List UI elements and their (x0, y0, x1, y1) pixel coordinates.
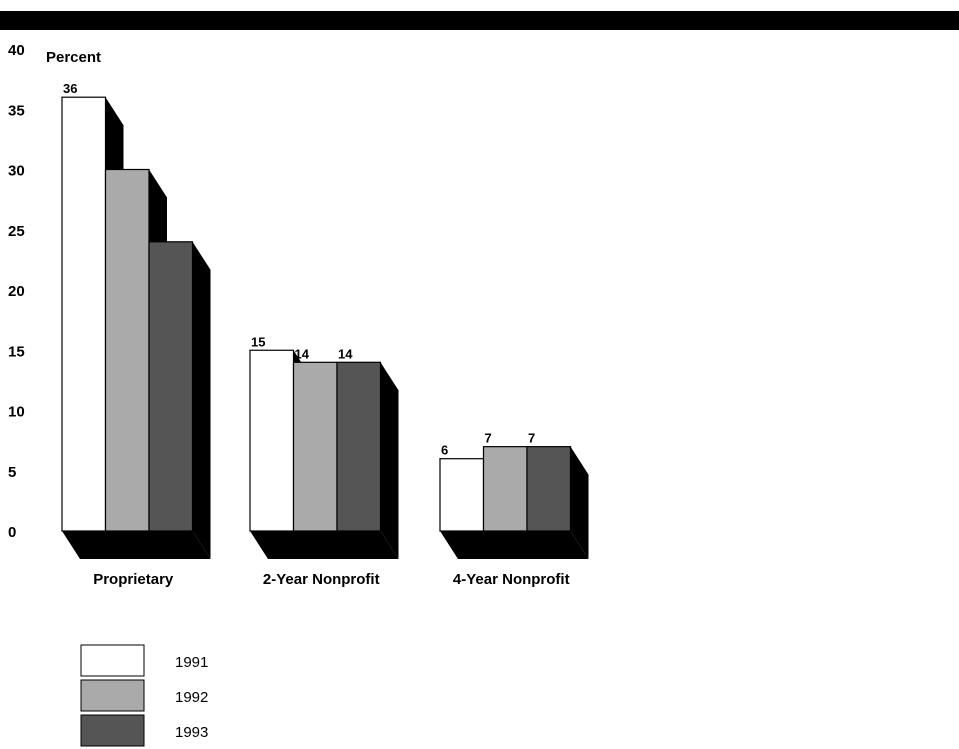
y-axis-label: Percent (46, 49, 101, 66)
legend-swatch-1991 (80, 644, 145, 677)
value-label: 7 (528, 431, 535, 446)
category-label: Proprietary (93, 571, 174, 588)
y-tick-label: 35 (8, 102, 25, 119)
value-label: 7 (485, 431, 492, 446)
bar-1993 (526, 446, 572, 532)
bar-1992 (104, 168, 150, 532)
bar-side-shadow (570, 446, 589, 559)
value-label: 30 (107, 154, 121, 169)
value-label: 15 (251, 334, 265, 349)
legend: 1991 1992 1993 (80, 644, 208, 747)
value-label: 14 (295, 346, 310, 361)
floor-shadow (250, 531, 399, 559)
value-label: 36 (63, 81, 77, 96)
legend-label: 1992 (175, 689, 208, 706)
bars (61, 96, 572, 532)
value-label: 24 (150, 226, 165, 241)
y-tick-label: 40 (8, 42, 25, 59)
bar-1991 (249, 349, 295, 532)
floor-shadow (440, 531, 589, 559)
legend-swatch-1992 (80, 679, 145, 712)
y-tick-label: 20 (8, 283, 25, 300)
value-labels: 36 30 24 15 14 14 6 7 7 (63, 81, 535, 458)
bar-1993 (148, 241, 194, 532)
legend-label: 1991 (175, 654, 208, 671)
y-tick-label: 15 (8, 343, 25, 360)
value-label: 14 (338, 346, 353, 361)
y-tick-label: 10 (8, 404, 25, 421)
bar-side-shadow (192, 241, 211, 560)
legend-swatch-1993 (80, 714, 145, 747)
y-tick-label: 25 (8, 223, 25, 240)
y-axis-ticks: 0 5 10 15 20 25 30 35 40 (8, 42, 25, 541)
category-labels: Proprietary 2-Year Nonprofit 4-Year Nonpro… (93, 571, 569, 588)
y-tick-label: 0 (8, 524, 16, 541)
floor-shadow (62, 531, 211, 559)
bar-side-shadow (380, 362, 399, 559)
category-label: 4-Year Nonprofit (453, 571, 570, 588)
bar-1991 (61, 96, 107, 532)
category-label: 2-Year Nonprofit (263, 571, 380, 588)
bar-1991 (439, 458, 485, 532)
y-tick-label: 30 (8, 163, 25, 180)
value-label: 6 (441, 443, 448, 458)
header-rule (0, 11, 959, 30)
bar-1993 (336, 361, 382, 532)
bar-1992 (482, 446, 528, 532)
legend-label: 1993 (175, 724, 208, 741)
y-tick-label: 5 (8, 464, 16, 481)
bar-1992 (292, 361, 338, 532)
